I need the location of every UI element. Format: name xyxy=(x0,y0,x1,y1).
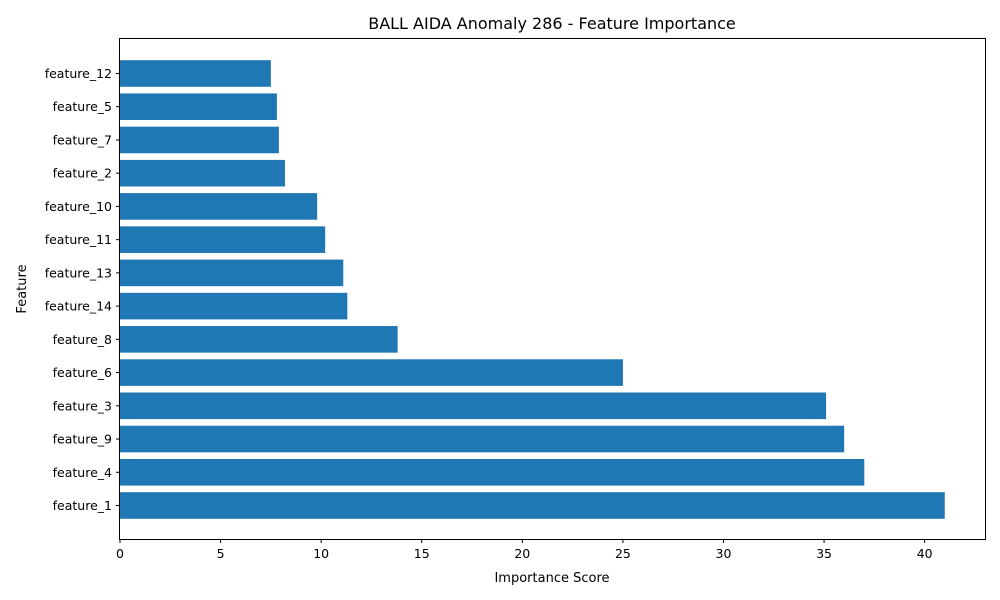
bar-feature_7 xyxy=(120,126,279,154)
y-tick-label-feature_14: feature_14 xyxy=(45,299,112,314)
bar-feature_9 xyxy=(120,425,845,453)
y-tick-label-feature_5: feature_5 xyxy=(53,99,112,114)
chart-title: BALL AIDA Anomaly 286 - Feature Importan… xyxy=(368,14,736,33)
y-tick-label-feature_8: feature_8 xyxy=(53,332,112,347)
plot-frame xyxy=(119,38,986,540)
bar-feature_6 xyxy=(120,359,623,386)
y-tick-label-feature_1: feature_1 xyxy=(53,498,112,513)
x-tick-label-10: 10 xyxy=(313,546,329,561)
x-tick-label-35: 35 xyxy=(816,546,832,561)
bar-feature_11 xyxy=(120,226,326,253)
y-tick-label-feature_11: feature_11 xyxy=(45,232,112,247)
y-tick-label-feature_9: feature_9 xyxy=(53,432,112,447)
bar-feature_10 xyxy=(120,193,318,220)
y-axis-ticks: feature_1 feature_4 feature_9 feature_3 feat… xyxy=(45,66,120,513)
bar-feature_14 xyxy=(120,292,348,320)
y-tick-label-feature_4: feature_4 xyxy=(53,465,112,480)
bar-feature_1 xyxy=(120,492,945,519)
y-axis-label: Feature xyxy=(15,264,30,313)
bar-feature_12 xyxy=(120,60,271,87)
x-tick-label-0: 0 xyxy=(116,546,124,561)
bar-feature_4 xyxy=(120,458,865,486)
x-axis-ticks: 0 5 10 15 20 25 30 35 40 xyxy=(116,539,933,561)
x-tick-label-40: 40 xyxy=(917,546,933,561)
bar-feature_3 xyxy=(120,392,827,420)
y-tick-label-feature_7: feature_7 xyxy=(53,132,112,147)
x-tick-label-5: 5 xyxy=(217,546,225,561)
bar-feature_8 xyxy=(120,326,398,353)
bar-feature_2 xyxy=(120,159,285,187)
bars-group xyxy=(120,60,945,519)
y-tick-label-feature_6: feature_6 xyxy=(53,365,112,380)
y-tick-label-feature_13: feature_13 xyxy=(45,265,112,280)
y-tick-label-feature_12: feature_12 xyxy=(45,66,112,81)
bar-feature_13 xyxy=(120,259,344,287)
bar-feature_5 xyxy=(120,93,277,121)
x-tick-label-15: 15 xyxy=(414,546,430,561)
x-tick-label-30: 30 xyxy=(716,546,732,561)
y-tick-label-feature_2: feature_2 xyxy=(53,166,112,181)
y-tick-label-feature_3: feature_3 xyxy=(53,398,112,413)
y-tick-label-feature_10: feature_10 xyxy=(45,199,112,214)
x-axis-label: Importance Score xyxy=(494,571,609,586)
x-tick-label-20: 20 xyxy=(514,546,530,561)
x-tick-label-25: 25 xyxy=(615,546,631,561)
